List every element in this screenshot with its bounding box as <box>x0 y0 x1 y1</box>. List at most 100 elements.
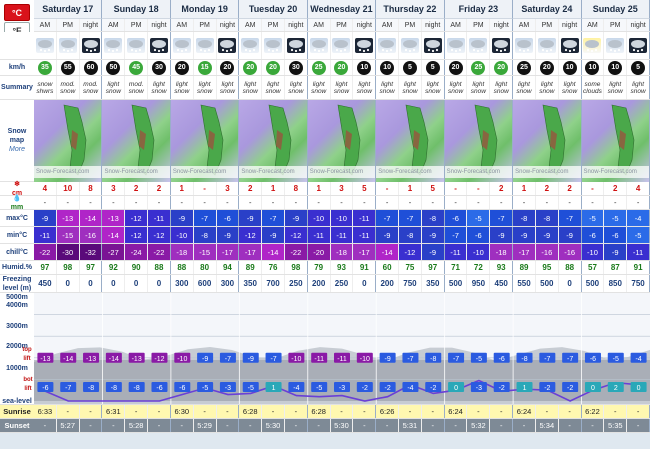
summary-row-label: Summary <box>0 76 34 100</box>
lift-temp-text: -3 <box>476 385 482 392</box>
lift-temp-box <box>174 381 191 392</box>
chill-temp-row: -22 -30 -32 -27 -24 -22 -18 -15 -17 -17 -14 -22 -20-… <box>34 244 650 261</box>
time-of-day-cell: night <box>284 19 308 31</box>
bottom-lift-temp: -5 <box>197 381 214 392</box>
min-cell: -10 <box>170 227 194 243</box>
day-header[interactable]: Wednesday 21 <box>307 0 377 19</box>
wind-cell: 20 <box>490 60 514 75</box>
top-lift-temp: -10 <box>356 352 373 363</box>
snow-map-more-link[interactable]: More <box>9 146 25 153</box>
island-shape <box>239 104 307 178</box>
rain_mm-cell: - <box>308 196 331 209</box>
sea-level-label: sea-level <box>2 398 32 405</box>
snow-map-thumbnail[interactable]: Snow-Forecast.com <box>170 100 240 182</box>
lift-temp-text: -2 <box>430 385 436 392</box>
wind-cell: 20 <box>262 60 285 75</box>
day-header[interactable]: Tuesday 20 <box>239 0 308 19</box>
wind-cell: 15 <box>194 60 217 75</box>
min-cell: -12 <box>125 227 149 243</box>
day-header[interactable]: Sunday 25 <box>581 0 650 19</box>
top-lift-temp: -7 <box>402 352 419 363</box>
day-header[interactable]: Sunday 18 <box>102 0 171 19</box>
chill-cell: -10 <box>467 244 491 260</box>
max-cell: -12 <box>125 210 149 226</box>
rain_mm-cell: - <box>490 196 514 209</box>
chill-cell: -18 <box>490 244 514 260</box>
cloud-snow-icon <box>35 38 54 53</box>
snow-map-thumbnail[interactable]: Snow-Forecast.com <box>581 100 650 182</box>
freezing-cell: 0 <box>80 275 103 292</box>
snow-map-thumbnail[interactable]: Snow-Forecast.com <box>102 100 171 182</box>
celsius-toggle[interactable]: °C <box>4 4 30 21</box>
rain_mm-cell: - <box>194 196 217 209</box>
snow-map-thumbnail[interactable]: Snow-Forecast.com <box>239 100 308 182</box>
island-shape <box>102 104 170 178</box>
sunset-label: Sunset <box>0 419 34 433</box>
wind-cell: 20 <box>331 60 354 75</box>
max-cell: -7 <box>262 210 285 226</box>
sunrise-cell: 6:33 <box>34 405 57 418</box>
max-cell: -13 <box>102 210 126 226</box>
time-of-day-cell: night <box>421 19 445 31</box>
page-footer-bg <box>0 433 650 449</box>
snow-map-thumbnail[interactable]: Snow-Forecast.com <box>307 100 377 182</box>
summary-cell: light snow <box>399 76 422 99</box>
lift-temp-box <box>539 381 556 392</box>
chill-cell: -17 <box>513 244 536 260</box>
alt-5000-label: 5000m <box>6 294 28 301</box>
day-header[interactable]: Saturday 17 <box>34 0 103 19</box>
wind-cell: 10 <box>353 60 377 75</box>
night-snow-icon <box>423 38 442 53</box>
min-temp-label: min°C <box>0 227 34 244</box>
day-header[interactable]: Friday 23 <box>444 0 514 19</box>
wind-cell: 5 <box>627 60 650 75</box>
bottom-lift-temp: -2 <box>562 381 579 392</box>
weather-icon-cell <box>353 32 377 59</box>
lift-temp-box <box>60 352 77 363</box>
cloud-snow-icon <box>127 38 146 53</box>
chill-cell: -22 <box>34 244 57 260</box>
alt-3000-label: 3000m <box>6 323 28 330</box>
bottom-lift-temp: -2 <box>539 381 556 392</box>
time-of-day-row: AM PM night AM PM night AM PM night AM PM night AM PM… <box>34 19 650 32</box>
weather-icon-cell <box>308 32 331 59</box>
chill-cell: -27 <box>102 244 126 260</box>
weather-icon-cell <box>536 32 559 59</box>
sunrise-cell: - <box>330 405 354 418</box>
snowflake-icon: ❄ <box>14 180 20 188</box>
snow_cm-cell: 3 <box>102 182 126 195</box>
wind-cell: 20 <box>217 60 240 75</box>
summary-cell: light snow <box>308 76 331 99</box>
snow_cm-cell: 2 <box>536 182 559 195</box>
snow-map-thumbnail[interactable]: Snow-Forecast.com <box>34 100 103 182</box>
wind-speed-badge: 20 <box>448 60 463 75</box>
snow-map-thumbnail[interactable]: Snow-Forecast.com <box>444 100 514 182</box>
sunset-cell: - <box>421 419 445 432</box>
top-lift-label: top lift <box>22 347 32 362</box>
min-cell: -12 <box>239 227 263 243</box>
sunset-cell: - <box>79 419 103 432</box>
freezing-cell: 750 <box>399 275 422 292</box>
lift-temp-box <box>105 352 122 363</box>
weather-icon-cell <box>285 32 308 59</box>
snow-cm-label: ❄ cm <box>0 180 34 197</box>
sunrise-cell: 6:24 <box>513 405 536 418</box>
bottom-lift-temp: -6 <box>37 381 54 392</box>
cloud-snow-icon <box>195 38 214 53</box>
weather-icon-cell <box>217 32 240 59</box>
sunrise-cell: 6:22 <box>581 405 605 418</box>
wind-speed-badge: 25 <box>471 60 486 75</box>
lift-temp-text: -2 <box>385 385 391 392</box>
night-snow-icon <box>492 38 511 53</box>
day-header[interactable]: Thursday 22 <box>376 0 445 19</box>
day-header[interactable]: Saturday 24 <box>513 0 582 19</box>
snow-map-thumbnail[interactable]: Snow-Forecast.com <box>513 100 582 182</box>
snow_cm-cell: 1 <box>171 182 194 195</box>
wind-speed-badge: 20 <box>243 60 258 75</box>
day-header[interactable]: Monday 19 <box>170 0 240 19</box>
summary-cell: light snow <box>148 76 171 99</box>
weather-icon-cell <box>331 32 354 59</box>
wind-speed-badge: 10 <box>562 60 577 75</box>
snow-map-thumbnail[interactable]: Snow-Forecast.com <box>376 100 445 182</box>
lift-temp-box <box>448 352 465 363</box>
